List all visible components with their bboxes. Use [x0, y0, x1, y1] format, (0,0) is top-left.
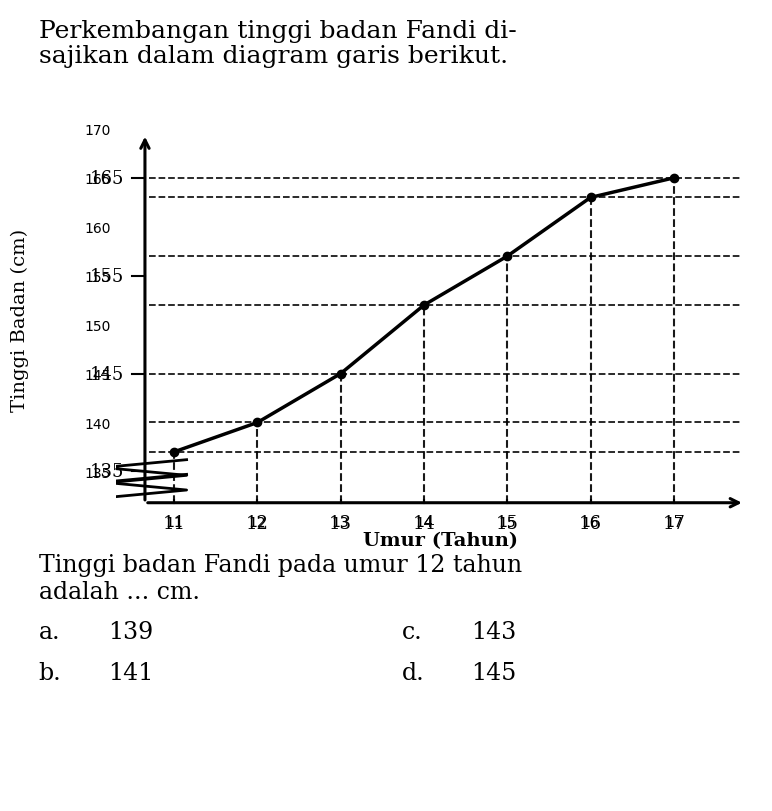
Text: c.: c. — [401, 620, 422, 643]
Text: Umur (Tahun): Umur (Tahun) — [363, 531, 517, 549]
Text: 135: 135 — [90, 463, 124, 481]
Text: Perkembangan tinggi badan Fandi di-: Perkembangan tinggi badan Fandi di- — [39, 20, 516, 43]
Text: 143: 143 — [471, 620, 516, 643]
Text: 17: 17 — [662, 515, 686, 533]
Text: 16: 16 — [579, 515, 602, 533]
Text: 141: 141 — [108, 661, 154, 684]
Text: 145: 145 — [471, 661, 516, 684]
Text: 165: 165 — [90, 169, 124, 187]
Text: 13: 13 — [329, 515, 352, 533]
Text: a.: a. — [39, 620, 60, 643]
Text: sajikan dalam diagram garis berikut.: sajikan dalam diagram garis berikut. — [39, 45, 508, 67]
Text: 139: 139 — [108, 620, 154, 643]
Text: 11: 11 — [163, 515, 185, 533]
Text: d.: d. — [401, 661, 424, 684]
Text: b.: b. — [39, 661, 61, 684]
Text: 155: 155 — [90, 268, 124, 285]
Text: 14: 14 — [412, 515, 435, 533]
Text: adalah ... cm.: adalah ... cm. — [39, 580, 200, 603]
Text: 145: 145 — [90, 365, 124, 383]
Text: 12: 12 — [246, 515, 269, 533]
Text: Tinggi Badan (cm): Tinggi Badan (cm) — [11, 229, 29, 412]
Text: 15: 15 — [496, 515, 519, 533]
Text: Tinggi badan Fandi pada umur 12 tahun: Tinggi badan Fandi pada umur 12 tahun — [39, 553, 522, 576]
